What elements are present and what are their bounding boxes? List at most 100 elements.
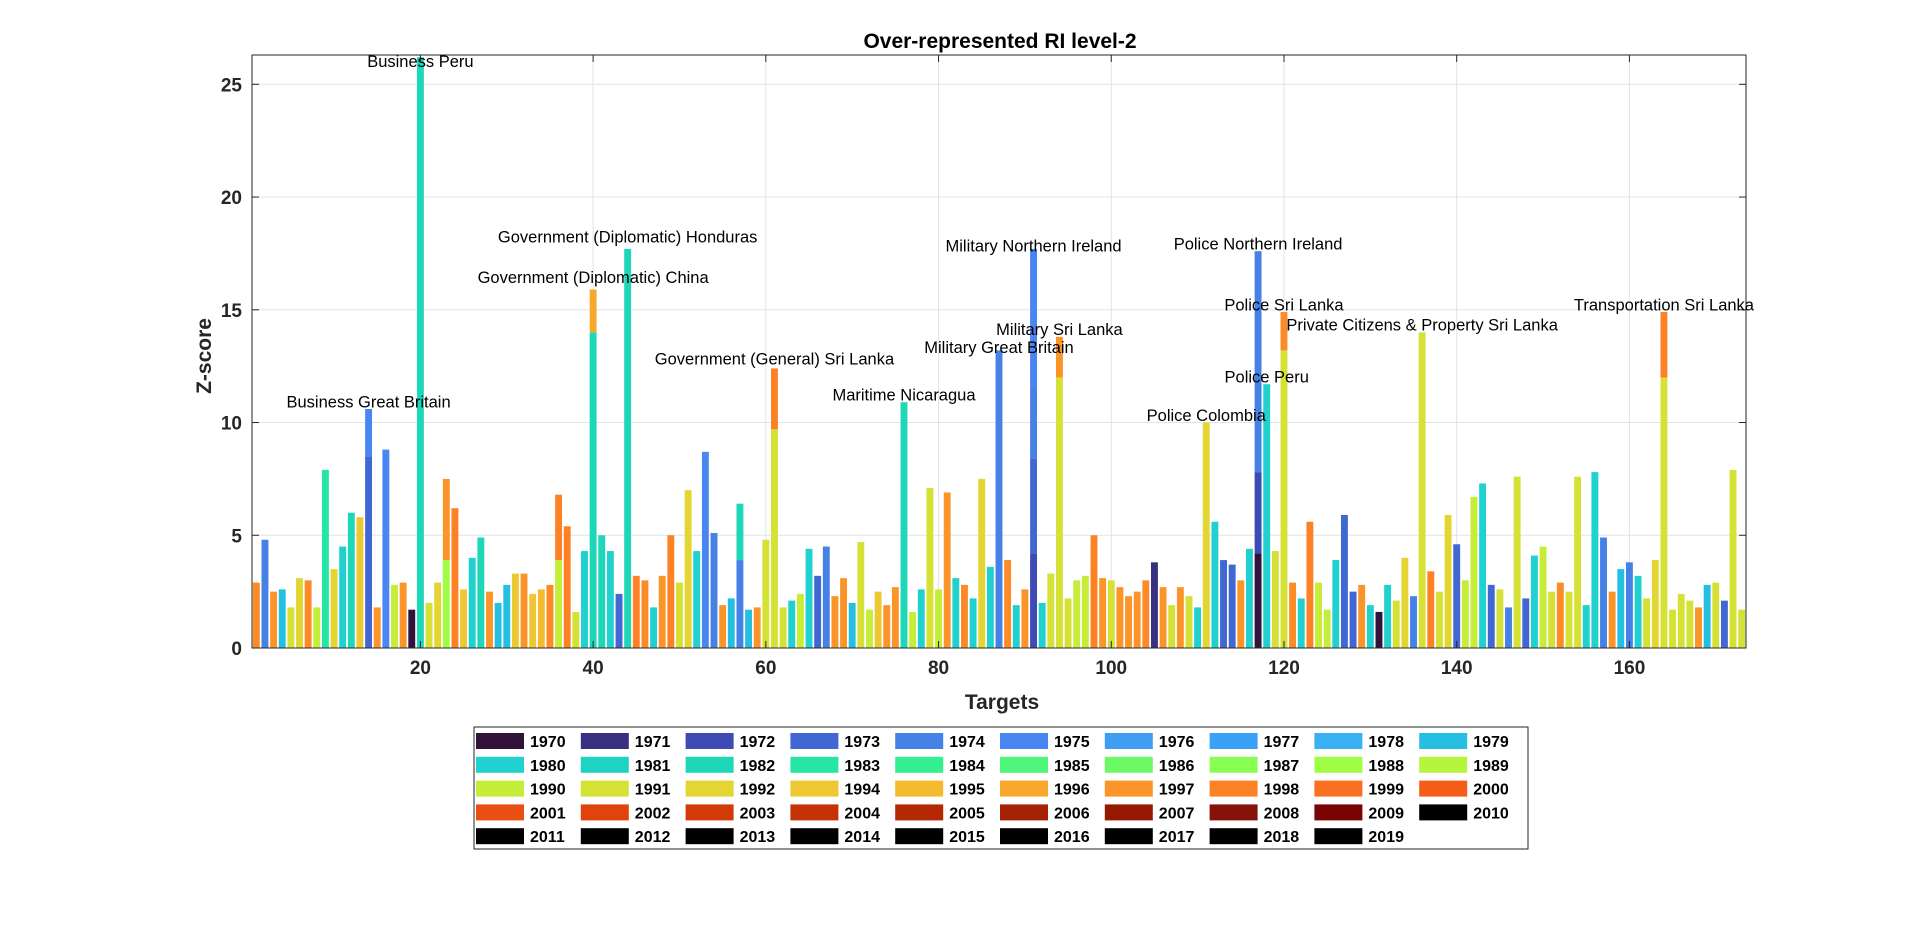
bar-segment	[667, 535, 675, 648]
bar-segment	[1410, 596, 1417, 648]
bar-segment	[1185, 596, 1193, 648]
bar-segment	[1513, 476, 1521, 648]
legend-label: 2000	[1473, 782, 1509, 799]
bar-segment	[1582, 605, 1590, 648]
bar-segment	[589, 289, 597, 333]
bar-segment	[1306, 521, 1314, 648]
bar-segment	[1574, 476, 1582, 648]
bar-segment	[891, 587, 899, 648]
bar-segment	[762, 539, 770, 648]
bar-segment	[1142, 580, 1150, 648]
bar-segment	[1254, 251, 1262, 473]
bar-segment	[917, 589, 925, 648]
bar-segment	[727, 598, 735, 648]
bar-segment	[1600, 537, 1607, 648]
bar-segment	[1720, 600, 1728, 648]
legend-label: 1985	[1054, 758, 1090, 775]
bar-segment	[866, 609, 873, 648]
legend-label: 2004	[844, 805, 880, 822]
bar-segment	[1107, 580, 1115, 648]
plot-frame	[251, 54, 1747, 649]
bar-segment	[883, 605, 891, 648]
legend-swatch	[1314, 828, 1363, 845]
bar-segment	[339, 546, 347, 648]
legend-swatch	[1000, 828, 1048, 845]
bar-segment	[589, 332, 597, 648]
legend-label: 1994	[844, 782, 880, 799]
legend-label: 2015	[949, 829, 985, 846]
bar-annotation: Police Colombia	[1147, 407, 1267, 425]
legend-label: 2014	[844, 829, 880, 846]
bar-segment	[1669, 609, 1677, 648]
bar-segment	[1608, 591, 1616, 648]
bar-annotation: Maritime Nicaragua	[832, 386, 976, 404]
bar-segment	[1211, 521, 1219, 648]
ticks: 20 40 60 80 100 120 140 160 0 5 10 15 20 25	[221, 55, 1746, 679]
x-tick-label: 60	[755, 658, 776, 679]
bar-segment	[1055, 336, 1063, 378]
bar-segment	[1470, 496, 1478, 648]
bar-segment	[1159, 587, 1167, 648]
bar-segment	[624, 248, 632, 648]
legend-label: 1975	[1054, 734, 1090, 751]
bar-segment	[1479, 483, 1487, 648]
legend-label: 1990	[530, 782, 566, 799]
bar-segment	[1237, 580, 1245, 648]
legend-swatch	[1209, 733, 1258, 749]
bar-segment	[1401, 557, 1409, 648]
bar-segment	[1220, 560, 1227, 648]
bar-segment	[771, 429, 778, 648]
bar-segment	[1686, 600, 1694, 648]
bar-segment	[1366, 605, 1374, 648]
bar-annotation: Government (Diplomatic) China	[478, 269, 710, 287]
legend-label: 1986	[1159, 758, 1195, 775]
bar-segment	[434, 582, 442, 648]
bar-segment	[1625, 562, 1633, 648]
legend-label: 2010	[1473, 805, 1509, 822]
bar-segment	[1660, 312, 1668, 378]
bar-segment	[416, 57, 424, 648]
y-tick-label: 15	[221, 301, 243, 322]
bar-segment	[1358, 584, 1366, 648]
bar-segment	[555, 494, 563, 561]
legend-label: 1983	[844, 758, 880, 775]
legend-label: 1997	[1159, 782, 1195, 799]
bar-annotation: Government (General) Sri Lanka	[655, 350, 895, 368]
legend-swatch	[580, 733, 629, 749]
legend-swatch	[1104, 804, 1153, 821]
y-tick-label: 10	[221, 414, 242, 435]
bar-segment	[382, 449, 390, 648]
legend-swatch	[1314, 780, 1363, 797]
legend-swatch	[895, 780, 944, 797]
legend-swatch	[1314, 733, 1363, 749]
legend-label: 1999	[1368, 782, 1404, 799]
legend-label: 2012	[635, 829, 671, 846]
bar-segment	[451, 508, 459, 648]
bar-segment	[1280, 350, 1288, 648]
bar-segment	[1150, 562, 1158, 648]
y-tick-label: 5	[231, 526, 242, 547]
legend-swatch	[895, 804, 944, 821]
bar-segment	[1418, 332, 1426, 648]
bar-segment	[1617, 569, 1625, 648]
legend-label: 2006	[1054, 805, 1090, 822]
bar-segment	[995, 350, 1003, 648]
legend-swatch	[895, 756, 944, 773]
x-tick-label: 100	[1095, 658, 1127, 679]
legend-swatch	[1209, 804, 1258, 821]
legend-swatch	[1000, 804, 1048, 821]
legend-label: 1989	[1473, 758, 1509, 775]
bar-segment	[1530, 555, 1538, 648]
bar-segment	[693, 551, 701, 648]
bar-segment	[615, 593, 623, 648]
bar-segment	[676, 582, 683, 648]
bar-segment	[1453, 544, 1461, 648]
bar-segment	[356, 517, 364, 648]
bar-segment	[1461, 580, 1469, 648]
bar-segment	[935, 589, 943, 648]
bar-segment	[831, 596, 839, 648]
bar-segment	[1729, 469, 1737, 648]
bar-segment	[814, 575, 822, 648]
legend-swatch	[476, 828, 524, 845]
bar-segment	[753, 607, 761, 648]
